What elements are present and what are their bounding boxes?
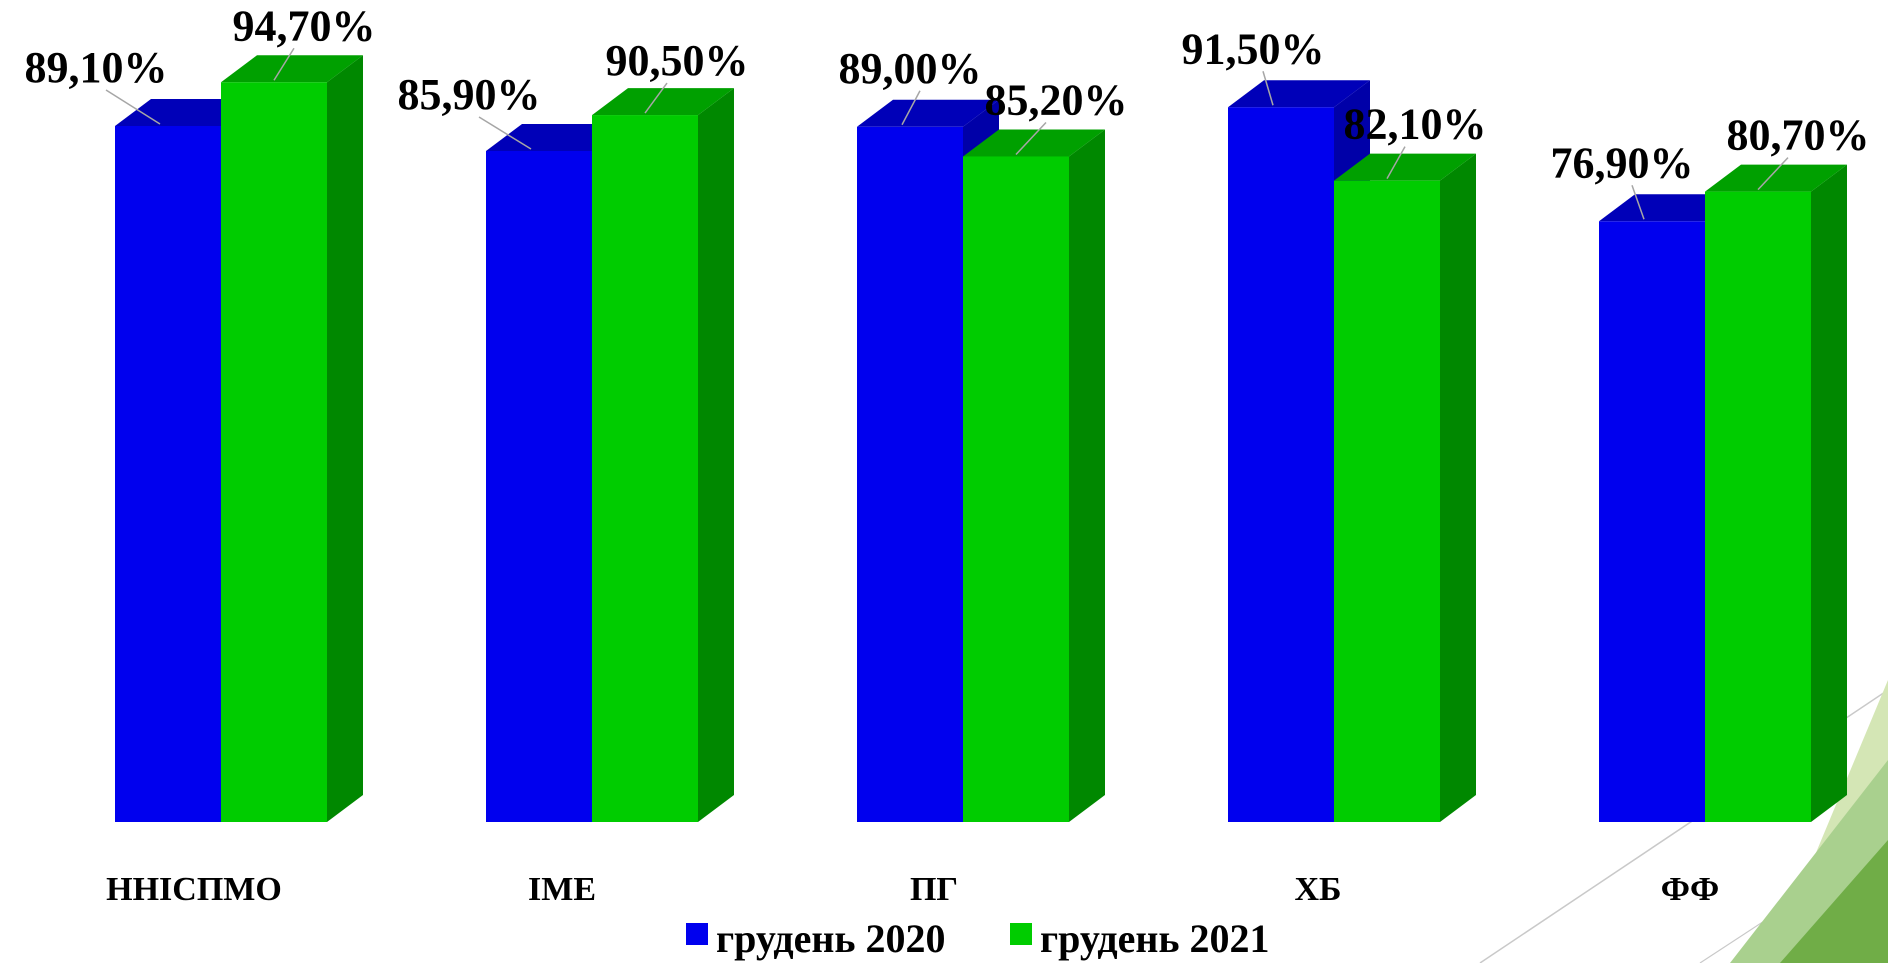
corner-decoration [1479, 680, 1888, 963]
legend-item: грудень 2020 [686, 916, 946, 961]
category-label: ХБ [1294, 871, 1341, 908]
leader-line [105, 89, 161, 125]
legend-label: грудень 2020 [716, 916, 946, 961]
legend-swatch [1010, 923, 1032, 945]
data-label: 91,50% [1182, 24, 1325, 73]
bar [1705, 164, 1847, 823]
category-labels: ННІСПМО ІМЕ ПГ ХБ ФФ [106, 871, 1719, 908]
bar-top [963, 129, 1105, 157]
bar-side [1440, 153, 1476, 823]
legend-item: грудень 2021 [1010, 916, 1270, 961]
leader-line [1015, 121, 1047, 155]
data-label: 94,70% [233, 1, 376, 50]
data-label: 76,90% [1551, 138, 1694, 187]
leader-line [901, 90, 921, 126]
bar [592, 88, 734, 823]
bar-front [1228, 107, 1334, 823]
category-label: ФФ [1661, 871, 1719, 908]
bar-front [115, 126, 221, 822]
bar-side [1069, 129, 1105, 822]
data-label: 85,90% [398, 70, 541, 119]
data-label: 89,00% [839, 44, 982, 93]
bar-front [857, 126, 963, 823]
bar-front [963, 156, 1069, 822]
leader-line [1631, 185, 1645, 220]
bar-top [592, 88, 734, 116]
bar-top [1334, 153, 1476, 181]
bar-top [857, 99, 999, 127]
legend: грудень 2020 грудень 2021 [686, 916, 1270, 961]
data-label: 85,20% [985, 75, 1128, 124]
bar-side [327, 55, 363, 822]
bar-top [1705, 164, 1847, 192]
bars [115, 55, 1847, 823]
bar [221, 55, 363, 823]
leader-line [1262, 71, 1274, 106]
bar [1334, 153, 1476, 823]
leader-line [1386, 146, 1406, 180]
leader-line [644, 82, 668, 114]
bar-front [1705, 191, 1811, 823]
data-label: 80,70% [1727, 111, 1870, 160]
bar-front [486, 150, 592, 822]
category-label: ІМЕ [528, 871, 596, 908]
category-label: ННІСПМО [106, 871, 282, 908]
bar-front [221, 82, 327, 823]
bar-front [1334, 180, 1440, 823]
bar-top [1228, 80, 1370, 108]
category-label: ПГ [910, 871, 958, 908]
leader-line [1757, 157, 1789, 191]
leader-line [273, 47, 295, 81]
data-label: 90,50% [606, 36, 749, 85]
data-label: 89,10% [25, 43, 168, 92]
bar-front [1599, 221, 1705, 822]
legend-swatch [686, 923, 708, 945]
data-labels: 89,10% 94,70% 85,90% 90,50% 89,00%85,20% 91,5… [25, 1, 1870, 220]
legend-label: грудень 2021 [1040, 916, 1270, 961]
bar-side [698, 88, 734, 823]
decor-triangle-dark [1780, 840, 1888, 963]
data-label: 82,10% [1344, 100, 1487, 149]
bar-side [1811, 164, 1847, 823]
leader-line [478, 116, 532, 150]
bar-top [221, 55, 363, 83]
bar [963, 129, 1105, 822]
bar-front [592, 115, 698, 823]
